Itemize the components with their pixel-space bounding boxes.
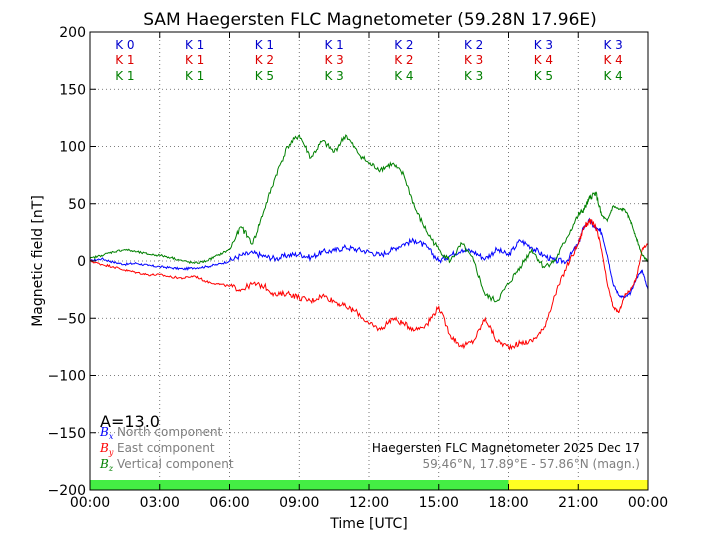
y-tick-label: −150 bbox=[48, 426, 86, 442]
k-index-north: K 0 bbox=[115, 38, 134, 52]
k-index-vertical: K 5 bbox=[255, 69, 274, 83]
k-index-north: K 1 bbox=[255, 38, 274, 52]
station-coordinates: 59.46°N, 17.89°E - 57.86°N (magn.) bbox=[423, 457, 640, 471]
k-index-vertical: K 1 bbox=[115, 69, 134, 83]
k-index-east: K 3 bbox=[464, 53, 483, 67]
k-index-vertical: K 4 bbox=[603, 69, 622, 83]
legend-entry-north: Bx North component bbox=[99, 425, 223, 441]
x-tick-label: 00:00 bbox=[70, 495, 110, 511]
legend-symbol-east: By bbox=[99, 441, 114, 457]
y-tick-label: 50 bbox=[68, 197, 86, 213]
y-tick-label: −100 bbox=[48, 369, 86, 385]
k-index-north: K 2 bbox=[394, 38, 413, 52]
series-line-east bbox=[89, 218, 649, 351]
legend: Bx North component By East component Bz … bbox=[99, 425, 234, 473]
legend-label-vertical: Vertical component bbox=[117, 457, 234, 471]
k-index-vertical: K 3 bbox=[464, 69, 483, 83]
x-tick-label: 18:00 bbox=[488, 495, 528, 511]
k-index-north: K 3 bbox=[534, 38, 553, 52]
x-axis-label: Time [UTC] bbox=[329, 516, 407, 532]
series-line-vertical bbox=[89, 134, 649, 303]
k-index-vertical: K 4 bbox=[394, 69, 413, 83]
k-index-east: K 2 bbox=[394, 53, 413, 67]
x-tick-label: 00:00 bbox=[628, 495, 668, 511]
x-tick-label: 09:00 bbox=[279, 495, 319, 511]
y-tick-label: 200 bbox=[59, 25, 86, 41]
y-tick-label: 100 bbox=[59, 140, 86, 156]
k-index-east: K 4 bbox=[603, 53, 622, 67]
k-index-north: K 1 bbox=[185, 38, 204, 52]
k-index-vertical: K 5 bbox=[534, 69, 553, 83]
k-index-east: K 1 bbox=[185, 53, 204, 67]
k-index-east: K 4 bbox=[534, 53, 553, 67]
chart-title: SAM Haegersten FLC Magnetometer (59.28N … bbox=[143, 10, 597, 30]
y-tick-label: −200 bbox=[48, 483, 86, 499]
y-axis-label: Magnetic field [nT] bbox=[30, 195, 46, 327]
legend-symbol-north: Bx bbox=[99, 425, 114, 441]
activity-index: A=13.0 bbox=[100, 412, 160, 431]
station-info: Haegersten FLC Magnetometer 2025 Dec 17 bbox=[372, 441, 640, 455]
x-tick-label: 03:00 bbox=[140, 495, 180, 511]
legend-label-east: East component bbox=[117, 441, 215, 455]
k-index-east: K 1 bbox=[115, 53, 134, 67]
legend-label-north: North component bbox=[117, 425, 223, 439]
series-lines bbox=[89, 134, 649, 351]
k-index-north: K 3 bbox=[603, 38, 622, 52]
y-tick-label: −50 bbox=[56, 311, 86, 327]
legend-symbol-vertical: Bz bbox=[99, 457, 114, 473]
axis-ticks: 00:00 03:00 06:00 09:00 12:00 15:00 18:00 21:00… bbox=[48, 25, 669, 511]
k-index-vertical: K 1 bbox=[185, 69, 204, 83]
k-index-east: K 3 bbox=[324, 53, 343, 67]
legend-entry-east: By East component bbox=[99, 441, 215, 457]
k-index-east: K 2 bbox=[255, 53, 274, 67]
x-tick-label: 15:00 bbox=[419, 495, 459, 511]
k-index-north: K 2 bbox=[464, 38, 483, 52]
x-tick-label: 21:00 bbox=[558, 495, 598, 511]
y-tick-label: 0 bbox=[77, 254, 86, 270]
x-tick-label: 12:00 bbox=[349, 495, 389, 511]
y-tick-label: 150 bbox=[59, 82, 86, 98]
k-index-vertical: K 3 bbox=[324, 69, 343, 83]
k-index-north: K 1 bbox=[324, 38, 343, 52]
x-tick-label: 06:00 bbox=[209, 495, 249, 511]
legend-entry-vertical: Bz Vertical component bbox=[99, 457, 234, 473]
